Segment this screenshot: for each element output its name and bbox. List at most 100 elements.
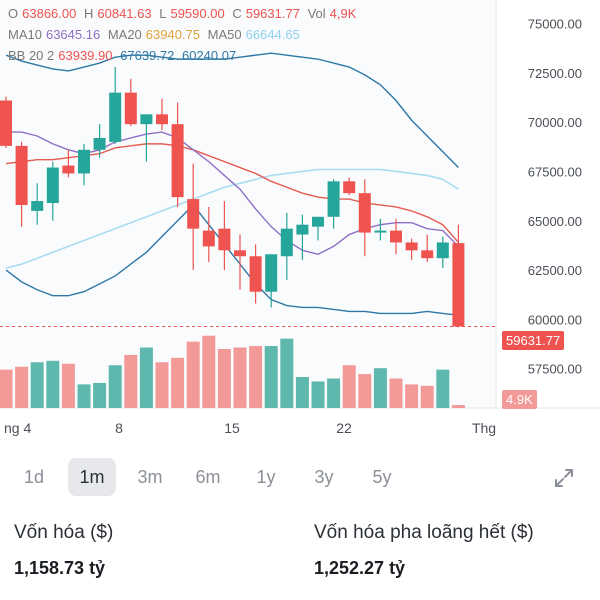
timeframe-1y[interactable]: 1y bbox=[256, 466, 276, 487]
low-value: 59590.00 bbox=[170, 6, 225, 21]
ma10-label: MA10 bbox=[8, 27, 42, 42]
y-tick-label: 67500.00 bbox=[528, 164, 582, 179]
candle-body bbox=[124, 92, 137, 125]
price-chart[interactable]: 75000.00 72500.00 70000.00 67500.00 65000.00… bbox=[0, 0, 600, 440]
candle-body bbox=[140, 114, 153, 125]
volume-bar bbox=[420, 385, 434, 408]
candle-body bbox=[234, 250, 246, 257]
timeframe-5y[interactable]: 5y bbox=[372, 466, 392, 487]
candle-body bbox=[78, 149, 90, 174]
bb-lower-value: 60240.07 bbox=[181, 48, 237, 63]
candle-body bbox=[390, 230, 402, 243]
fdv-stat: Vốn hóa pha loãng hết ($) 1,252.27 tỷ bbox=[314, 522, 534, 579]
candle-body bbox=[156, 114, 168, 125]
candle-body bbox=[265, 254, 278, 292]
candle-body bbox=[109, 92, 122, 142]
volume-bar bbox=[295, 377, 309, 408]
volume-bar bbox=[202, 335, 216, 408]
candle-body bbox=[358, 193, 371, 233]
bb-upper-line bbox=[5, 52, 459, 169]
y-tick-label: 57500.00 bbox=[528, 362, 582, 377]
ma-readout: MA10 63645.16 MA20 63940.75 MA50 66644.65 bbox=[8, 27, 304, 42]
volume-bar bbox=[139, 347, 153, 408]
market-cap-label: Vốn hóa ($) bbox=[14, 522, 114, 543]
volume-bar bbox=[124, 354, 138, 408]
y-tick-label: 72500.00 bbox=[528, 66, 582, 81]
close-label: C bbox=[232, 6, 242, 21]
expand-chart-button[interactable] bbox=[548, 462, 580, 494]
candle-body bbox=[374, 230, 387, 233]
volume-bar bbox=[358, 374, 372, 408]
volume-bar bbox=[311, 381, 325, 408]
candle-body bbox=[218, 228, 231, 251]
candle-body bbox=[421, 250, 434, 259]
candle-body bbox=[15, 145, 28, 205]
expand-icon bbox=[555, 469, 573, 487]
volume-bar bbox=[186, 341, 200, 408]
volume-bar bbox=[217, 349, 231, 408]
high-value: 60841.63 bbox=[97, 6, 152, 21]
ma10-value: 63645.16 bbox=[45, 27, 101, 42]
y-tick-label: 75000.00 bbox=[528, 17, 582, 32]
volume-bar bbox=[30, 362, 44, 408]
x-tick-label: 8 bbox=[115, 420, 123, 436]
timeframe-1d[interactable]: 1d bbox=[23, 466, 45, 487]
candle-body bbox=[343, 181, 356, 194]
candle-body bbox=[93, 137, 106, 150]
volume-bar bbox=[46, 360, 60, 408]
close-value: 59631.77 bbox=[245, 6, 300, 21]
current-volume-tag: 4.9K bbox=[502, 390, 537, 409]
open-label: O bbox=[8, 6, 19, 21]
bb-lower-line bbox=[5, 203, 459, 317]
current-price-tag: 59631.77 bbox=[502, 331, 565, 350]
ma20-value: 63940.75 bbox=[145, 27, 201, 42]
candlestick-chart-svg[interactable]: 75000.00 72500.00 70000.00 67500.00 65000.00… bbox=[0, 0, 600, 440]
ma50-label: MA50 bbox=[207, 27, 242, 42]
bb-upper-value: 63939.90 bbox=[58, 48, 113, 63]
market-cap-stat: Vốn hóa ($) 1,158.73 tỷ bbox=[14, 522, 113, 579]
volume-bar bbox=[233, 347, 247, 408]
ma50-value: 66644.65 bbox=[245, 27, 300, 42]
volume-value: 4,9K bbox=[329, 6, 357, 21]
y-tick-label: 70000.00 bbox=[528, 115, 582, 130]
candle-body bbox=[62, 165, 75, 174]
x-tick-label: 15 bbox=[224, 420, 240, 436]
candle-body bbox=[452, 243, 465, 327]
volume-bar bbox=[108, 365, 122, 408]
candle-body bbox=[31, 201, 44, 211]
y-tick-label: 60000.00 bbox=[528, 312, 582, 327]
timeframe-3m[interactable]: 3m bbox=[137, 466, 163, 487]
low-label: L bbox=[159, 6, 167, 21]
high-label: H bbox=[83, 6, 94, 21]
volume-bar bbox=[77, 384, 91, 408]
market-cap-value: 1,158.73 tỷ bbox=[14, 558, 106, 578]
ohlc-readout: O 63866.00 H 60841.63 L 59590.00 C 59631.77 … bbox=[8, 6, 360, 21]
volume-bar bbox=[155, 362, 169, 408]
volume-bar bbox=[405, 384, 419, 408]
volume-bar bbox=[451, 405, 465, 408]
volume-bar bbox=[436, 369, 450, 408]
timeframe-selector: 1d 1m 3m 6m 1y 3y 5y bbox=[10, 458, 416, 496]
timeframe-1m[interactable]: 1m bbox=[68, 458, 116, 496]
volume-bar bbox=[93, 382, 107, 408]
bb-mid-value: 67639.72 bbox=[120, 48, 175, 63]
volume-bar bbox=[264, 346, 278, 408]
volume-bar bbox=[61, 363, 75, 408]
y-tick-label: 62500.00 bbox=[528, 263, 582, 278]
volume-bar bbox=[15, 366, 29, 408]
volume-bar bbox=[0, 369, 13, 408]
volume-label: Vol bbox=[307, 6, 326, 21]
volume-bar bbox=[280, 338, 294, 408]
timeframe-3y[interactable]: 3y bbox=[314, 466, 334, 487]
timeframe-6m[interactable]: 6m bbox=[195, 466, 221, 487]
x-tick-label: ng 4 bbox=[4, 420, 31, 436]
volume-bar bbox=[249, 346, 263, 408]
x-tick-label: 22 bbox=[336, 420, 352, 436]
volume-bar bbox=[373, 368, 387, 408]
candle-body bbox=[187, 199, 200, 229]
candle-body bbox=[405, 242, 418, 251]
fdv-value: 1,252.27 tỷ bbox=[314, 558, 406, 578]
ma50-line bbox=[5, 168, 459, 269]
candle-body bbox=[280, 228, 293, 257]
fdv-label: Vốn hóa pha loãng hết ($) bbox=[314, 522, 534, 543]
